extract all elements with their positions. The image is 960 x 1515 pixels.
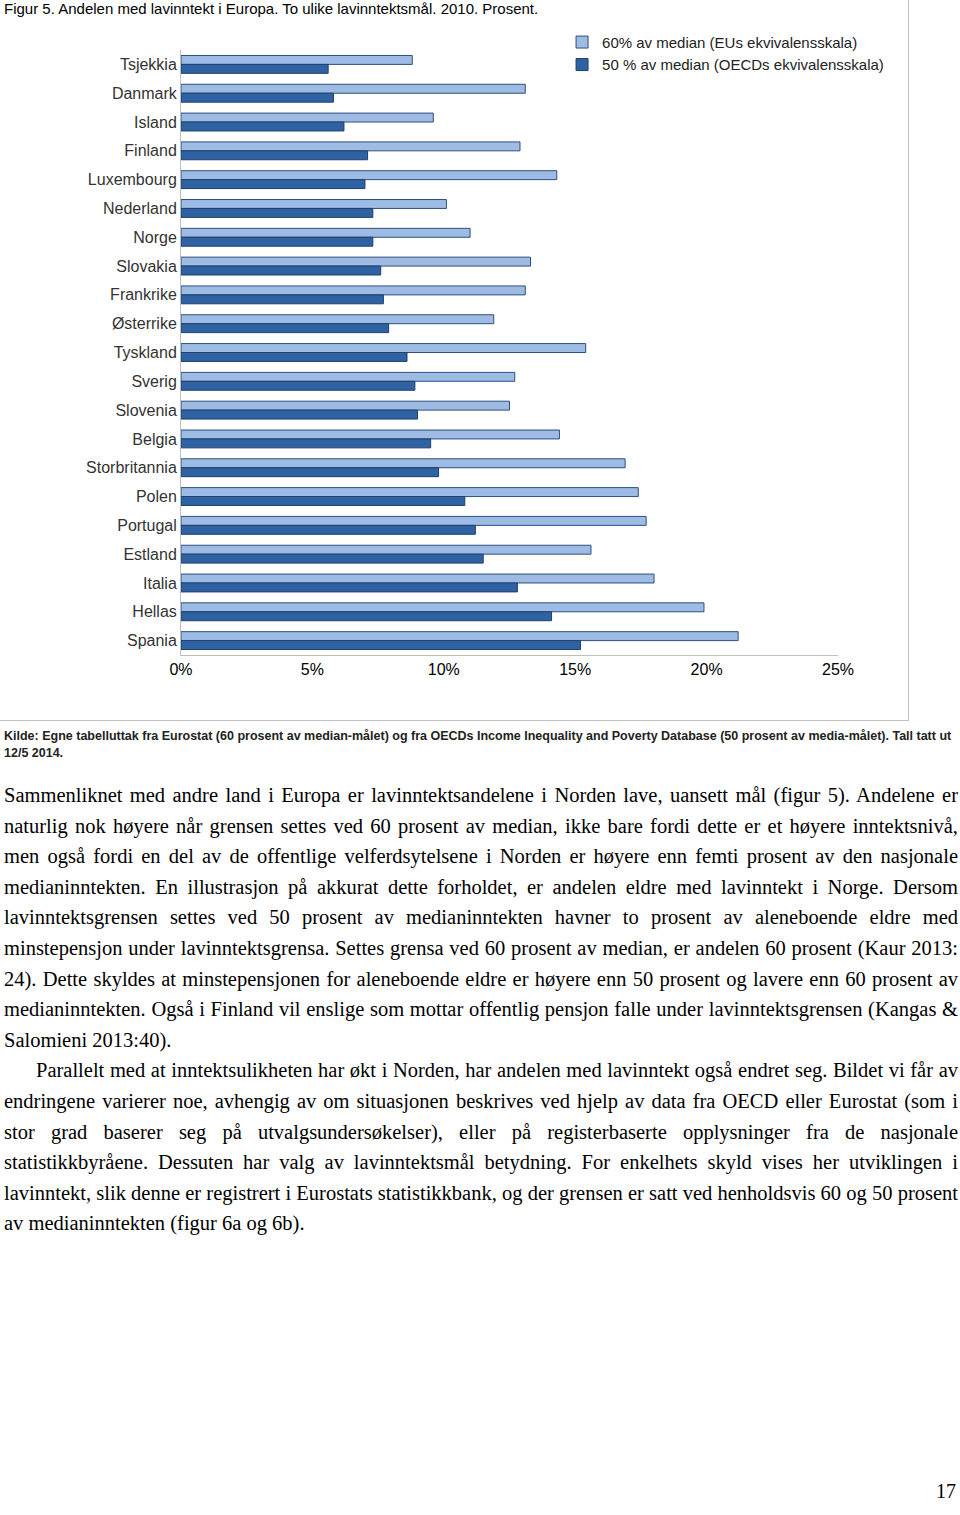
svg-text:Belgia: Belgia bbox=[132, 431, 177, 448]
svg-text:Slovakia: Slovakia bbox=[116, 258, 177, 275]
svg-text:Norge: Norge bbox=[133, 229, 177, 246]
svg-text:Finland: Finland bbox=[124, 142, 176, 159]
svg-text:25%: 25% bbox=[822, 661, 854, 678]
svg-text:Tsjekkia: Tsjekkia bbox=[120, 56, 177, 73]
svg-text:Island: Island bbox=[134, 114, 177, 131]
svg-text:20%: 20% bbox=[691, 661, 723, 678]
svg-text:Danmark: Danmark bbox=[112, 85, 178, 102]
svg-text:60% av median (EUs ekvivalenss: 60% av median (EUs ekvivalensskala) bbox=[602, 34, 857, 51]
svg-text:Italia: Italia bbox=[143, 575, 177, 592]
svg-text:Storbritannia: Storbritannia bbox=[86, 459, 177, 476]
svg-text:10%: 10% bbox=[428, 661, 460, 678]
svg-text:Tyskland: Tyskland bbox=[114, 344, 177, 361]
svg-text:Hellas: Hellas bbox=[132, 603, 176, 620]
html-text:Parallelt med at inntektsulikh: Parallelt med at inntektsulikheten har ø… bbox=[4, 1059, 958, 1235]
svg-text:Portugal: Portugal bbox=[117, 517, 177, 534]
svg-text:Østerrike: Østerrike bbox=[112, 315, 177, 332]
svg-text:Sverig: Sverig bbox=[131, 373, 176, 390]
svg-text:Polen: Polen bbox=[136, 488, 177, 505]
html-text:Kilde: Egne tabelluttak fra Eu: Kilde: Egne tabelluttak fra Eurostat (60… bbox=[4, 729, 952, 760]
svg-text:5%: 5% bbox=[301, 661, 324, 678]
svg-text:Frankrike: Frankrike bbox=[110, 286, 177, 303]
svg-text:0%: 0% bbox=[169, 661, 192, 678]
svg-text:Slovenia: Slovenia bbox=[115, 402, 176, 419]
svg-text:Luxembourg: Luxembourg bbox=[88, 171, 177, 188]
svg-text:Spania: Spania bbox=[127, 632, 177, 649]
html-text:17: 17 bbox=[936, 1480, 956, 1502]
svg-text:15%: 15% bbox=[559, 661, 591, 678]
svg-text:Estland: Estland bbox=[123, 546, 176, 563]
svg-text:Nederland: Nederland bbox=[103, 200, 177, 217]
html-text:Figur 5. Andelen med lavinntek: Figur 5. Andelen med lavinntekt i Europa… bbox=[4, 0, 539, 17]
svg-text:50 % av median (OECDs ekvivale: 50 % av median (OECDs ekvivalensskala) bbox=[602, 56, 884, 73]
html-text:Sammenliknet med andre land i: Sammenliknet med andre land i Europa er … bbox=[4, 784, 958, 1051]
